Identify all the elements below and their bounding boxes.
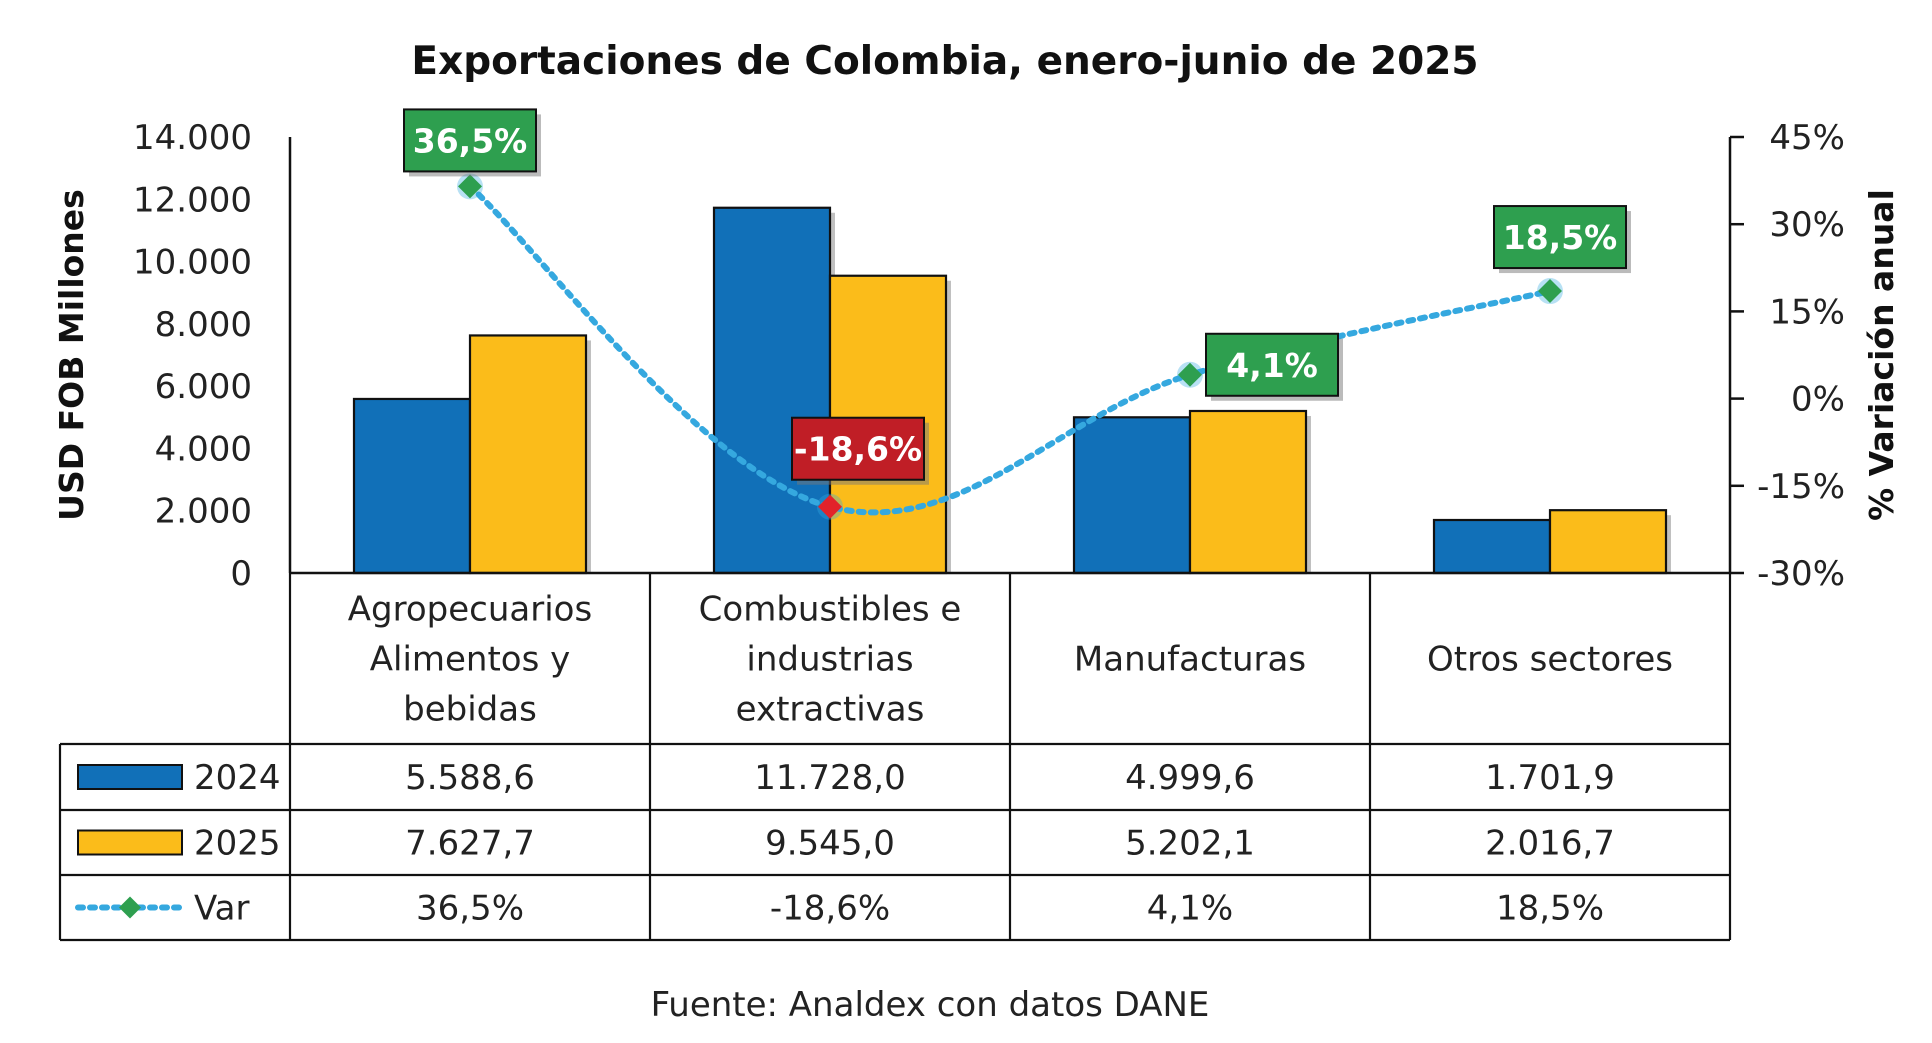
y2-axis-title: % Variación anual — [1862, 189, 1901, 521]
source-note: Fuente: Analdex con datos DANE — [651, 985, 1210, 1025]
y-axis-left: 0 2.000 4.000 6.000 8.000 10.000 12.000 14.000 — [133, 118, 292, 594]
y-tick-label: 2.000 — [155, 492, 252, 532]
data-label-4: 18,5% — [1503, 218, 1618, 257]
variation-line — [457, 173, 1563, 520]
table-cell: 4,1% — [1147, 889, 1233, 929]
legend-swatch-2024 — [77, 764, 183, 790]
bar-2024-4 — [1432, 518, 1552, 575]
bars — [290, 206, 1730, 575]
bar-2024-2 — [712, 206, 832, 575]
category-label: Combustibles e — [699, 590, 962, 630]
data-label-box-4 — [1493, 205, 1627, 270]
line-marker-4 — [1538, 279, 1562, 304]
y-tick-label: 6.000 — [155, 367, 252, 407]
y-axis-right: -30% -15% 0% 15% 30% 45% — [1728, 118, 1845, 594]
data-labels: 36,5% -18,6% 4,1% 18,5% — [403, 108, 1631, 485]
y2-tick-label: 45% — [1769, 118, 1845, 158]
data-label-box-3 — [1205, 332, 1339, 397]
y2-tick-label: -30% — [1757, 554, 1845, 594]
line-marker-3 — [1178, 362, 1202, 387]
y2-tick-label: 0% — [1791, 380, 1845, 420]
legend-label-Var: Var — [194, 889, 249, 929]
category-label: Alimentos y — [370, 640, 571, 680]
data-label-2: -18,6% — [794, 430, 922, 469]
y2-tick-label: 30% — [1769, 205, 1845, 245]
table-cell: 9.545,0 — [765, 824, 895, 864]
legend-marker-Var — [119, 896, 141, 919]
data-label-1: 36,5% — [413, 121, 528, 160]
table-cell: 4.999,6 — [1125, 758, 1255, 798]
category-label: Manufacturas — [1074, 640, 1306, 680]
table-cell: 36,5% — [416, 889, 524, 929]
y2-tick-label: 15% — [1769, 292, 1845, 332]
bar-2024-1 — [352, 397, 472, 575]
line-marker-2 — [818, 494, 842, 519]
category-label: extractivas — [736, 690, 925, 730]
table-cell: 5.588,6 — [405, 758, 535, 798]
data-table: Agropecuarios Alimentos y bebidas Combustib… — [58, 573, 1732, 942]
y2-tick-label: -15% — [1757, 467, 1845, 507]
y-tick-label: 12.000 — [133, 180, 252, 220]
y-tick-label: 0 — [230, 554, 252, 594]
line-marker-1 — [458, 174, 482, 199]
y-tick-label: 8.000 — [155, 305, 252, 345]
bar-2025-4 — [1548, 509, 1668, 575]
y-axis-title: USD FOB Millones — [52, 189, 91, 521]
table-cell: 5.202,1 — [1125, 824, 1255, 864]
table-cell: 2.016,7 — [1485, 824, 1615, 864]
data-label-3: 4,1% — [1226, 346, 1318, 385]
bar-2025-1 — [468, 334, 588, 575]
table-cell: 11.728,0 — [754, 758, 905, 798]
table-cell: 18,5% — [1496, 889, 1604, 929]
legend-label-2024: 2024 — [194, 758, 281, 798]
category-label: Otros sectores — [1427, 640, 1673, 680]
bar-2024-3 — [1072, 416, 1192, 575]
variation-line-path — [467, 183, 1553, 516]
table-cell: 1.701,9 — [1485, 758, 1615, 798]
y-tick-label: 4.000 — [155, 429, 252, 469]
legend-label-2025: 2025 — [194, 824, 281, 864]
table-cell: 7.627,7 — [405, 824, 535, 864]
category-label: Agropecuarios — [348, 590, 592, 630]
y-tick-label: 14.000 — [133, 118, 252, 158]
data-label-box-1 — [403, 108, 537, 173]
y-tick-label: 10.000 — [133, 243, 252, 283]
category-label: industrias — [746, 640, 913, 680]
bar-2025-3 — [1188, 409, 1308, 575]
category-label: bebidas — [403, 690, 537, 730]
chart-title: Exportaciones de Colombia, enero-junio d… — [411, 39, 1478, 84]
data-label-box-2 — [791, 416, 925, 481]
table-cell: -18,6% — [770, 889, 890, 929]
legend-swatch-2025 — [77, 829, 183, 856]
